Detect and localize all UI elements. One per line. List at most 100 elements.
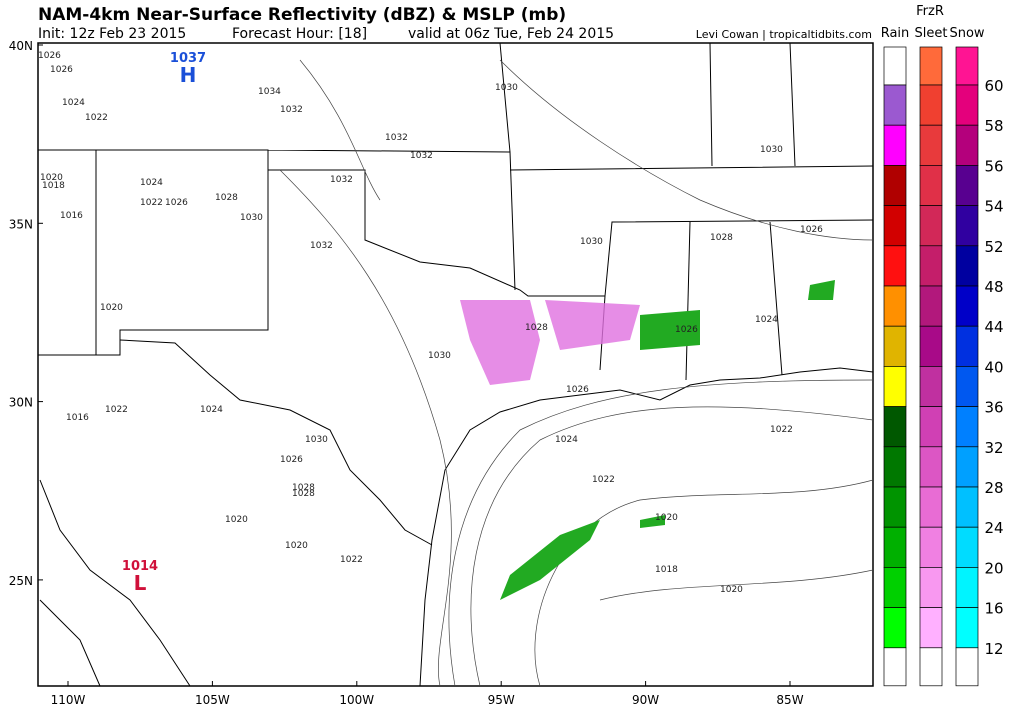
legend-level: 16	[984, 600, 1003, 618]
legend-swatch	[883, 46, 907, 86]
legend-swatch	[955, 245, 979, 287]
legend-swatch	[955, 486, 979, 528]
legend-column-name: Snow	[949, 26, 984, 41]
forecast-hour: Forecast Hour: [18]	[232, 26, 367, 42]
center-letter: H	[180, 63, 197, 87]
legend-swatch	[955, 165, 979, 206]
isobar-label: 1028	[525, 323, 548, 333]
legend-swatch	[919, 325, 943, 367]
isobar-label: 1030	[240, 213, 263, 223]
legend-swatch	[883, 84, 907, 126]
legend-swatch	[883, 607, 907, 649]
legend-swatch	[919, 366, 943, 407]
legend-swatch	[955, 46, 979, 86]
isobar-label: 1022	[592, 475, 615, 485]
legend-swatch	[955, 567, 979, 608]
legend-swatch	[919, 124, 943, 166]
isobar-label: 1030	[428, 351, 451, 361]
isobar-label: 1028	[292, 489, 315, 499]
isobar-label: 1030	[580, 237, 603, 247]
legend-swatch	[919, 285, 943, 327]
legend-column-name: Rain	[881, 26, 910, 41]
legend-level: 36	[984, 399, 1003, 417]
borders	[37, 42, 874, 687]
init: Init: 12z Feb 23 2015	[38, 26, 186, 42]
center-value: 1014	[122, 559, 158, 574]
lat-label: 40N	[9, 39, 33, 53]
isobar-label: 1030	[305, 435, 328, 445]
legend-swatch	[883, 446, 907, 488]
isobar-label: 1030	[760, 145, 783, 155]
isobar-label: 1020	[655, 513, 678, 523]
isobars	[279, 59, 874, 687]
lat-label: 30N	[9, 396, 33, 410]
lon-label: 110W	[51, 693, 86, 707]
isobar-label: 1032	[385, 133, 408, 143]
isobar-label: 1016	[60, 211, 83, 221]
legend-level: 12	[984, 640, 1003, 658]
isobar-label: 1026	[165, 198, 188, 208]
legend-level: 56	[984, 157, 1003, 175]
legend-swatch	[919, 84, 943, 126]
legend-swatch	[919, 245, 943, 287]
precip	[460, 280, 835, 600]
lon-label: 85W	[776, 693, 803, 707]
legend-level: 48	[984, 278, 1003, 296]
legend-swatch	[955, 325, 979, 367]
legend-swatch	[883, 647, 907, 687]
coastline	[419, 367, 874, 687]
isobar-label: 1022	[340, 555, 363, 565]
legend-swatch	[883, 285, 907, 327]
legend-swatch	[919, 526, 943, 568]
isobar-label: 1030	[495, 83, 518, 93]
legend-swatch	[955, 205, 979, 247]
center-letter: L	[134, 571, 147, 595]
legend-level: 44	[984, 318, 1003, 336]
lat-label: 25N	[9, 574, 33, 588]
isobar-label: 1032	[280, 105, 303, 115]
isobar-label: 1028	[215, 193, 238, 203]
isobar-label: 1022	[770, 425, 793, 435]
legend-level: 40	[984, 358, 1003, 376]
isobar-label: 1032	[310, 241, 333, 251]
legend-swatch	[919, 406, 943, 448]
legend-swatch	[955, 406, 979, 448]
isobar-label: 1022	[140, 198, 163, 208]
legend-swatch	[955, 285, 979, 327]
center-value: 1037	[170, 51, 206, 66]
legend-swatch	[919, 567, 943, 608]
legend-swatch	[955, 526, 979, 568]
isobar-label: 1024	[755, 315, 778, 325]
isobar-label: 1024	[200, 405, 223, 415]
legend-swatch	[919, 647, 943, 687]
legend-swatch	[883, 526, 907, 568]
legend-swatch	[919, 165, 943, 206]
legend-swatch	[919, 46, 943, 86]
legend-swatch	[919, 486, 943, 528]
legend-swatch	[955, 366, 979, 407]
legend-swatch	[883, 205, 907, 247]
isobar-label: 1020	[225, 515, 248, 525]
legend-column-name: Sleet	[915, 26, 948, 41]
legend-swatch	[919, 446, 943, 488]
legend-header: FrzR	[916, 4, 944, 19]
legend-swatch	[919, 607, 943, 649]
isobar-label: 1026	[800, 225, 823, 235]
isobar-label: 1020	[100, 303, 123, 313]
isobar-label: 1026	[50, 65, 73, 75]
map-frame	[37, 42, 874, 687]
legend-swatch	[883, 245, 907, 287]
isobar-label: 1020	[285, 541, 308, 551]
isobar-label: 1024	[62, 98, 85, 108]
isobar-label: 1032	[330, 175, 353, 185]
isobar-label: 1018	[655, 565, 678, 575]
legend-swatch	[883, 486, 907, 528]
legend-swatch	[883, 165, 907, 206]
isobar-label: 1024	[555, 435, 578, 445]
legend-level: 28	[984, 479, 1003, 497]
isobar-label: 1018	[42, 181, 65, 191]
isobar-label: 1026	[280, 455, 303, 465]
lon-label: 90W	[632, 693, 659, 707]
